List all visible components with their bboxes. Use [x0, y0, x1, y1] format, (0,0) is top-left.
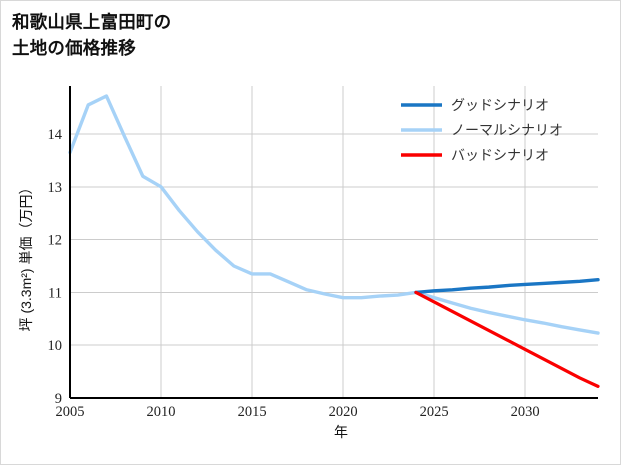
- y-tick-label: 13: [48, 180, 63, 196]
- x-tick-label: 2030: [511, 404, 540, 420]
- series-group: [68, 94, 600, 388]
- x-tick-label: 2020: [329, 404, 358, 420]
- x-tick-label: 2005: [56, 404, 85, 420]
- series-line: [414, 290, 600, 388]
- y-tick-label: 11: [48, 285, 62, 301]
- y-tick-label: 10: [48, 338, 63, 354]
- x-tick-label: 2025: [420, 404, 449, 420]
- y-tick-labels: 9 10 11 12 13 14: [48, 127, 63, 407]
- legend-label: グッドシナリオ: [451, 97, 549, 113]
- series-line: [68, 94, 600, 335]
- page-title: 和歌山県上富田町の 土地の価格推移: [12, 12, 172, 58]
- axes-group: [68, 86, 598, 400]
- legend-label: バッドシナリオ: [451, 147, 549, 163]
- y-tick-label: 14: [48, 127, 63, 143]
- y-tick-label: 9: [55, 391, 62, 407]
- x-axis-title: 年: [334, 424, 348, 440]
- x-tick-label: 2015: [238, 404, 267, 420]
- x-tick-label: 2010: [147, 404, 176, 420]
- x-tick-labels: 2005 2010 2015 2020 2025 2030: [56, 404, 540, 420]
- series-line: [414, 278, 600, 295]
- y-axis-title: 坪 (3.3m²) 単価（万円）: [18, 181, 34, 332]
- legend-label: ノーマルシナリオ: [451, 122, 563, 138]
- y-tick-label: 12: [48, 233, 63, 249]
